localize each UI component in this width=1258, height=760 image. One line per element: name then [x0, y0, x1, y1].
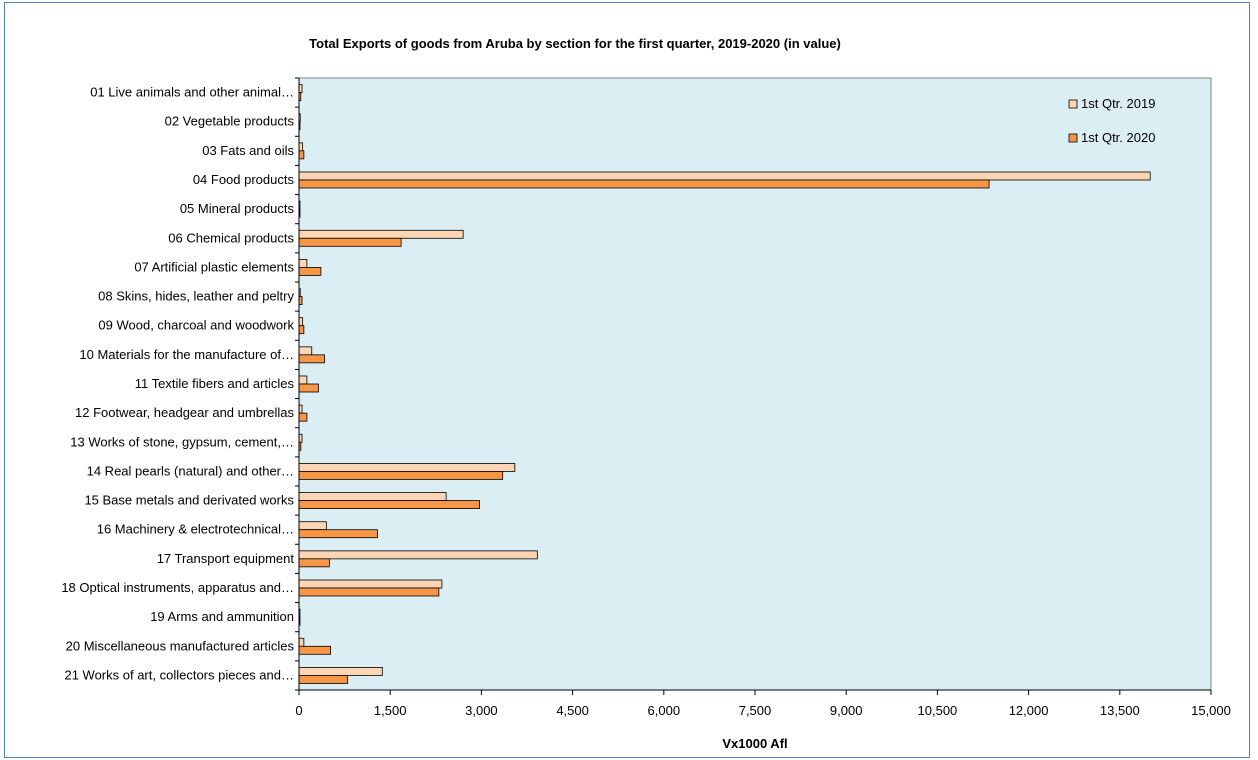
x-tick-label: 0 [295, 703, 302, 718]
bar-2020 [298, 558, 330, 568]
bar-2020 [298, 383, 319, 393]
legend-swatch-2019 [1068, 99, 1078, 109]
bar-2019 [298, 492, 447, 501]
x-tick-label: 4,500 [556, 703, 589, 718]
category-label: 09 Wood, charcoal and woodwork [98, 318, 294, 333]
category-label: 06 Chemical products [168, 230, 294, 245]
legend-swatch-2020 [1068, 133, 1078, 143]
bar-2020 [298, 675, 349, 684]
bar-2020 [298, 354, 325, 364]
category-label: 20 Miscellaneous manufactured articles [66, 638, 295, 653]
category-label: 14 Real pearls (natural) and other… [87, 463, 294, 478]
plot-area [298, 77, 1212, 691]
bar-2019 [298, 142, 304, 152]
x-axis-title: Vx1000 Afl [722, 736, 787, 751]
bar-2019 [298, 171, 1151, 181]
bar-2019 [298, 229, 464, 239]
category-label: 19 Arms and ammunition [150, 609, 294, 624]
axes-group [295, 77, 1212, 695]
x-tick-label: 12,000 [1009, 703, 1049, 718]
category-label: 01 Live animals and other animal… [90, 85, 294, 100]
x-tick-label: 6,000 [648, 703, 681, 718]
category-label: 02 Vegetable products [165, 114, 295, 129]
x-tick-label: 15,000 [1191, 703, 1231, 718]
bar-2019 [298, 317, 304, 327]
bar-2019 [298, 259, 308, 268]
bar-2019 [298, 375, 308, 385]
bar-2019 [298, 521, 327, 531]
bar-2019 [298, 579, 443, 589]
x-tick-labels: 0 1,500 3,000 4,500 6,000 7,500 9,000 10,500 12,… [295, 703, 1231, 718]
bars-group [298, 84, 1151, 684]
bar-2019 [298, 637, 305, 647]
bar-2020 [298, 471, 504, 480]
category-label: 11 Textile fibers and articles [135, 376, 295, 391]
legend-label-2020: 1st Qtr. 2020 [1081, 130, 1155, 145]
category-label: 13 Works of stone, gypsum, cement,… [70, 434, 294, 449]
legend: 1st Qtr. 2019 1st Qtr. 2020 [1068, 96, 1155, 145]
category-label: 15 Base metals and derivated works [84, 493, 294, 508]
x-tick-label: 7,500 [739, 703, 772, 718]
bar-2019 [298, 463, 516, 472]
chart-title: Total Exports of goods from Aruba by sec… [309, 36, 841, 51]
bar-2020 [298, 587, 440, 597]
x-tick-label: 9,000 [830, 703, 863, 718]
x-tick-label: 13,500 [1100, 703, 1140, 718]
category-label: 10 Materials for the manufacture of… [79, 347, 294, 362]
category-label: 03 Fats and oils [202, 143, 294, 158]
bar-2020 [298, 267, 322, 276]
category-label: 04 Food products [193, 172, 295, 187]
bar-2019 [298, 667, 383, 676]
category-label: 05 Mineral products [180, 201, 295, 216]
category-label: 07 Artificial plastic elements [134, 259, 294, 274]
bar-2020 [298, 325, 305, 335]
bar-2019 [298, 346, 313, 356]
x-tick-label: 3,000 [465, 703, 498, 718]
x-tick-label: 10,500 [918, 703, 958, 718]
category-label: 16 Machinery & electrotechnical… [97, 522, 294, 537]
category-label: 18 Optical instruments, apparatus and… [61, 580, 294, 595]
bar-2020 [298, 412, 308, 422]
category-label: 21 Works of art, collectors pieces and… [64, 667, 294, 682]
bar-2020 [298, 529, 378, 539]
bar-2020 [298, 500, 480, 509]
bar-2020 [298, 179, 990, 189]
bar-2020 [298, 645, 332, 655]
legend-label-2019: 1st Qtr. 2019 [1081, 96, 1155, 111]
category-label: 17 Transport equipment [157, 551, 295, 566]
category-label: 08 Skins, hides, leather and peltry [98, 289, 294, 304]
category-labels: 01 Live animals and other animal… 02 Vege… [61, 85, 294, 683]
x-tick-label: 1,500 [374, 703, 407, 718]
bar-2019 [298, 550, 538, 560]
bar-2020 [298, 150, 305, 160]
bar-2020 [298, 237, 402, 247]
category-label: 12 Footwear, headgear and umbrellas [75, 405, 294, 420]
